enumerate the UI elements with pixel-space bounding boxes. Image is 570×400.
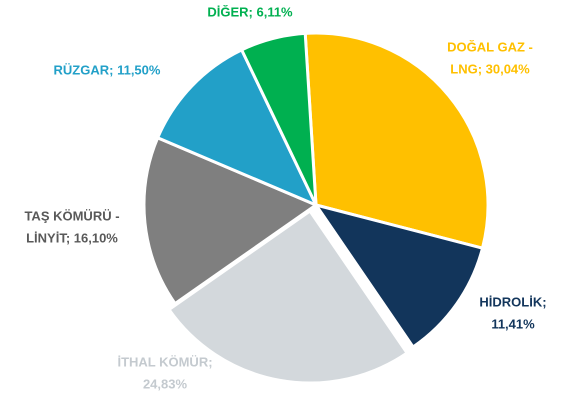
pie-slice bbox=[312, 202, 485, 350]
pie-slice bbox=[155, 47, 320, 208]
pie-slice bbox=[142, 135, 320, 306]
pie-slice bbox=[303, 31, 490, 251]
data-label: 11,41% bbox=[491, 316, 535, 331]
data-label: LİNYİT; 16,10% bbox=[26, 230, 118, 245]
data-label: 24,83% bbox=[143, 376, 188, 391]
data-label: RÜZGAR; 11,50% bbox=[54, 62, 161, 77]
pie-slice bbox=[166, 208, 410, 385]
pie-slice bbox=[239, 31, 318, 206]
data-label: DOĞAL GAZ - bbox=[447, 39, 533, 54]
data-label: DİĞER; 6,11% bbox=[207, 4, 293, 19]
data-label: İTHAL KÖMÜR; bbox=[117, 354, 212, 369]
data-label: HİDROLİK; bbox=[479, 294, 546, 309]
data-label: LNG; 30,04% bbox=[450, 61, 530, 76]
data-label: TAŞ KÖMÜRÜ - bbox=[24, 208, 119, 223]
